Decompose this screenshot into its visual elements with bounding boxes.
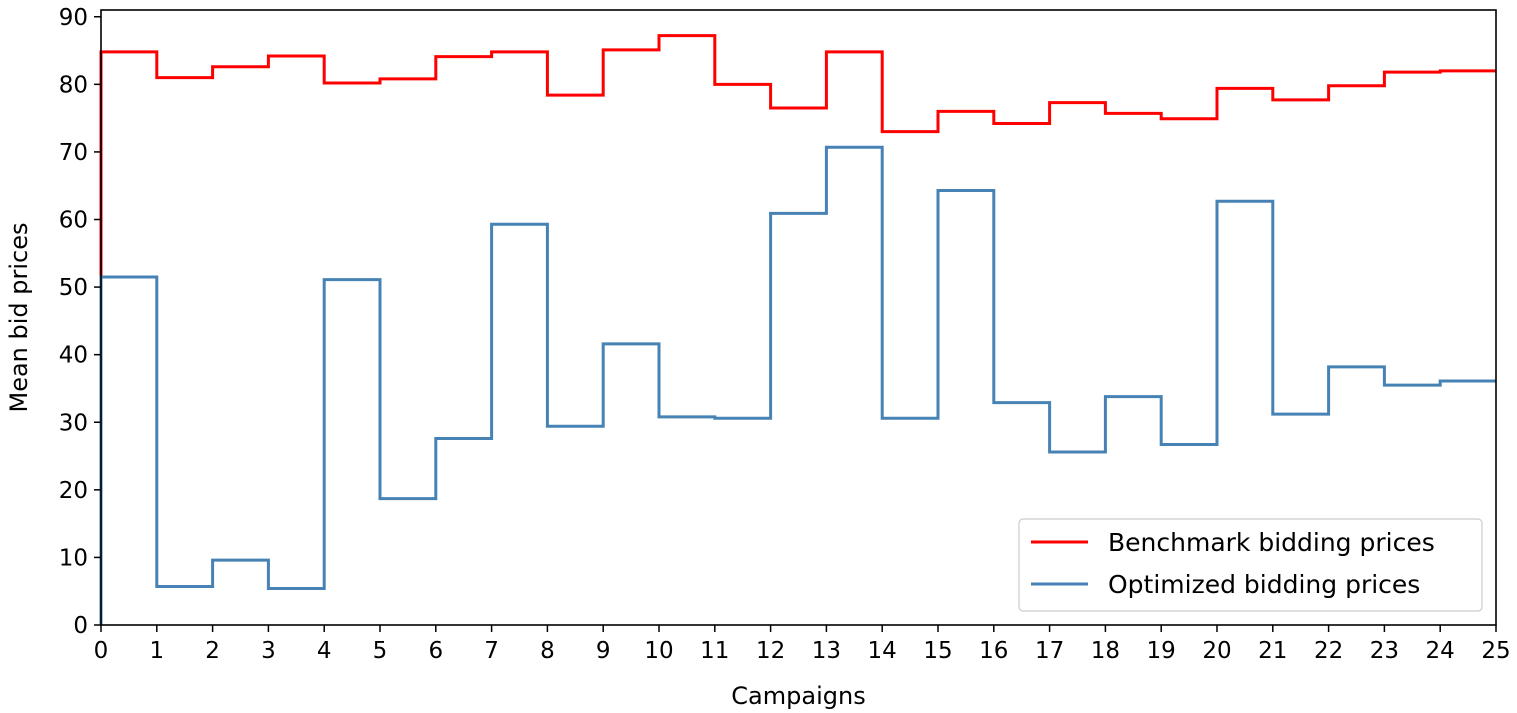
x-tick-label: 13 xyxy=(812,638,841,664)
x-tick-label: 6 xyxy=(428,638,443,664)
x-tick-label: 9 xyxy=(596,638,611,664)
x-axis-label: Campaigns xyxy=(731,682,865,710)
legend-label-optimized: Optimized bidding prices xyxy=(1108,570,1420,599)
x-tick-label: 10 xyxy=(644,638,673,664)
x-tick-label: 12 xyxy=(756,638,785,664)
plot-frame xyxy=(100,9,1497,626)
x-tick-label: 22 xyxy=(1314,638,1343,664)
legend-label-benchmark: Benchmark bidding prices xyxy=(1108,528,1435,557)
y-tick-label: 70 xyxy=(59,140,88,166)
x-tick-label: 25 xyxy=(1481,638,1510,664)
x-tick-label: 20 xyxy=(1202,638,1231,664)
x-tick-label: 16 xyxy=(979,638,1008,664)
y-tick-label: 30 xyxy=(59,410,88,436)
y-axis: 0 10 20 30 40 50 60 70 80 90 xyxy=(59,5,101,639)
x-tick-label: 11 xyxy=(700,638,729,664)
y-tick-label: 90 xyxy=(59,5,88,31)
x-tick-label: 21 xyxy=(1258,638,1287,664)
x-tick-label: 24 xyxy=(1426,638,1455,664)
x-tick-label: 14 xyxy=(868,638,897,664)
series-line-benchmark xyxy=(99,34,1496,625)
y-tick-label: 20 xyxy=(59,478,88,504)
x-tick-label: 0 xyxy=(94,638,109,664)
x-axis: 0 1 2 3 4 5 6 7 8 9 10 11 12 13 14 15 16 17 18 19 20 21 22 23 24… xyxy=(94,625,1511,664)
legend-box xyxy=(1018,518,1483,612)
x-tick-label: 18 xyxy=(1091,638,1120,664)
y-tick-label: 10 xyxy=(59,545,88,571)
series-line-optimized xyxy=(99,145,1496,625)
x-tick-label: 23 xyxy=(1370,638,1399,664)
x-tick-label: 5 xyxy=(373,638,388,664)
legend: Benchmark bidding prices Optimized biddi… xyxy=(1018,518,1483,612)
y-axis-label: Mean bid prices xyxy=(5,222,33,412)
y-tick-label: 50 xyxy=(59,275,88,301)
x-tick-label: 3 xyxy=(261,638,276,664)
x-tick-label: 19 xyxy=(1147,638,1176,664)
series-layer xyxy=(99,34,1496,625)
x-tick-label: 15 xyxy=(923,638,952,664)
x-tick-label: 2 xyxy=(205,638,220,664)
y-tick-label: 0 xyxy=(73,613,88,639)
x-tick-label: 4 xyxy=(317,638,332,664)
x-tick-label: 1 xyxy=(149,638,164,664)
y-tick-label: 80 xyxy=(59,72,88,98)
y-tick-label: 60 xyxy=(59,208,88,234)
x-tick-label: 7 xyxy=(484,638,499,664)
x-tick-label: 17 xyxy=(1035,638,1064,664)
x-tick-label: 8 xyxy=(540,638,555,664)
y-tick-label: 40 xyxy=(59,343,88,369)
